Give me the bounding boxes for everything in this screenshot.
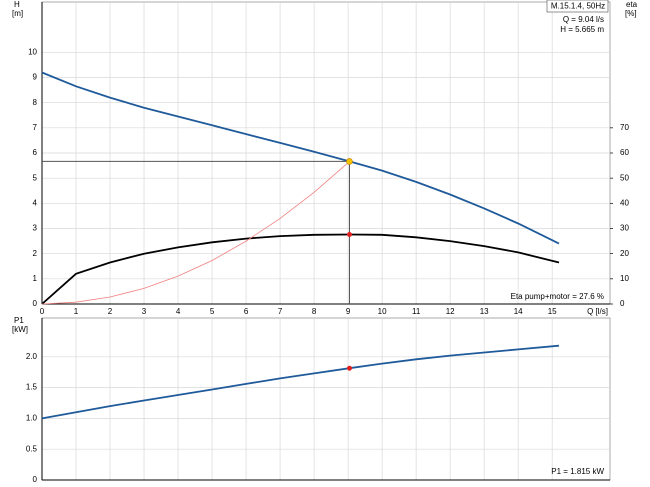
y-tick-label: 1.5 <box>26 383 38 392</box>
x-tick-label: 4 <box>176 307 181 316</box>
duty-eta-point <box>346 232 352 238</box>
y-label: P1 <box>14 316 24 325</box>
y2-unit: [%] <box>625 9 637 18</box>
y-unit: [m] <box>12 9 23 18</box>
x-tick-label: 7 <box>278 307 283 316</box>
x-tick-label: 13 <box>480 307 489 316</box>
y2-tick-label: 60 <box>620 148 629 157</box>
y2-tick-label: 70 <box>620 123 629 132</box>
eta-text: Eta pump+motor = 27.6 % <box>511 292 604 301</box>
x-tick-label: 8 <box>312 307 317 316</box>
y-tick-label: 9 <box>33 73 38 82</box>
y-tick-label: 10 <box>28 47 37 56</box>
y2-tick-label: 0 <box>620 299 625 308</box>
x-tick-label: 12 <box>446 307 455 316</box>
x-tick-label: 3 <box>142 307 147 316</box>
y-tick-label: 2.0 <box>26 352 38 361</box>
x-tick-label: 9 <box>346 307 351 316</box>
curve <box>41 71 560 245</box>
legend-title: M.15.1.4, 50Hz <box>551 2 605 11</box>
y-tick-label: 0 <box>33 299 38 308</box>
y2-tick-label: 50 <box>620 173 629 182</box>
x-tick-label: 1 <box>74 307 79 316</box>
y2-tick-label: 40 <box>620 198 629 207</box>
duty-q-text: Q = 9.04 l/s <box>563 15 604 24</box>
x-tick-label: 0 <box>40 307 45 316</box>
y-tick-label: 5 <box>33 173 38 182</box>
x-tick-label: 5 <box>210 307 215 316</box>
y2-tick-label: 10 <box>620 274 629 283</box>
p1-text: P1 = 1.815 kW <box>551 467 604 476</box>
y-label: H <box>14 0 20 9</box>
x-tick-label: 11 <box>412 307 421 316</box>
y-tick-label: 2 <box>33 249 38 258</box>
y2-tick-label: 30 <box>620 224 629 233</box>
x-tick-label: 14 <box>514 307 523 316</box>
y-tick-label: 0 <box>33 475 38 484</box>
y-tick-label: 6 <box>33 148 38 157</box>
y2-label: eta <box>626 0 638 9</box>
curve <box>41 344 560 420</box>
x-tick-label: 10 <box>378 307 387 316</box>
duty-p1-point <box>346 365 352 371</box>
y-tick-label: 4 <box>33 198 38 207</box>
y-tick-label: 1.0 <box>26 414 38 423</box>
curve <box>41 161 350 305</box>
y-tick-label: 8 <box>33 98 38 107</box>
y2-tick-label: 20 <box>620 249 629 258</box>
x-tick-label: 6 <box>244 307 249 316</box>
y-tick-label: 1 <box>33 274 38 283</box>
curve <box>41 233 560 305</box>
y-tick-label: 0.5 <box>26 444 38 453</box>
x-label: Q [l/s] <box>587 307 608 316</box>
duty-point <box>346 158 353 165</box>
plot-area <box>41 317 611 481</box>
x-tick-label: 15 <box>548 307 557 316</box>
y-tick-label: 7 <box>33 123 38 132</box>
x-tick-label: 2 <box>108 307 113 316</box>
y-unit: [kW] <box>12 325 28 334</box>
y-tick-label: 3 <box>33 224 38 233</box>
legend-box <box>546 0 609 13</box>
duty-h-text: H = 5.665 m <box>560 25 604 34</box>
